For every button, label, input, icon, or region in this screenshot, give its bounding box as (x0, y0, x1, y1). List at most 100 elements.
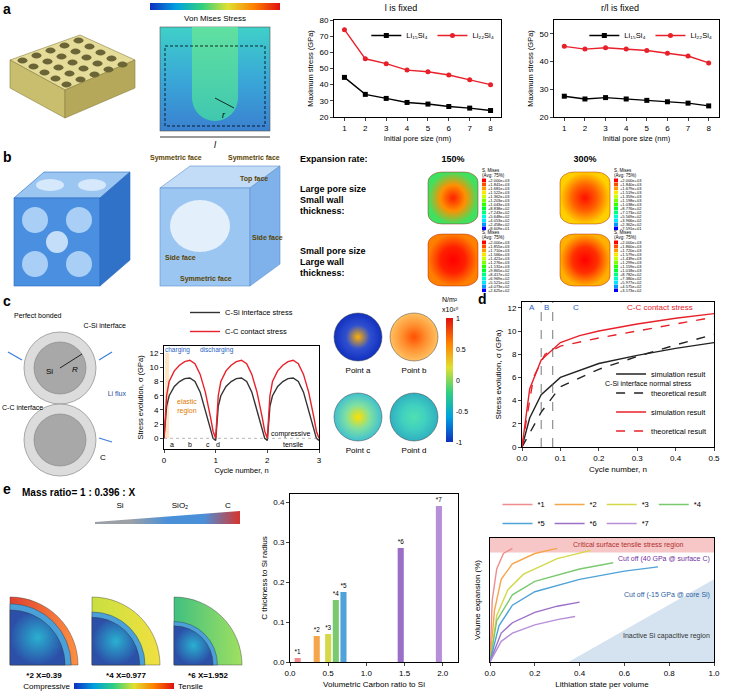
svg-text:10: 10 (507, 327, 516, 336)
svg-text:*2: *2 (590, 500, 597, 509)
svg-text:Symmetric face: Symmetric face (180, 275, 232, 283)
svg-text:discharging: discharging (200, 346, 234, 354)
svg-text:40: 40 (539, 57, 548, 66)
svg-text:c: c (206, 441, 210, 448)
svg-text:Si: Si (46, 367, 53, 376)
svg-text:30: 30 (539, 85, 548, 94)
svg-text:C-C interface: C-C interface (2, 404, 43, 411)
svg-text:*3: *3 (642, 500, 649, 509)
svg-text:theoretical result: theoretical result (651, 427, 707, 436)
svg-text:*4: *4 (333, 590, 339, 597)
svg-text:6: 6 (154, 392, 159, 401)
svg-text:C-C contact stress: C-C contact stress (225, 327, 287, 336)
svg-text:a: a (170, 441, 174, 448)
svg-text:r/l is fixed: r/l is fixed (601, 3, 639, 13)
svg-text:*2 X=0.39: *2 X=0.39 (26, 671, 62, 680)
svg-text:C: C (573, 303, 579, 312)
svg-text:C-Si interface stress: C-Si interface stress (225, 308, 293, 317)
svg-text:*2: *2 (314, 626, 320, 633)
svg-text:6: 6 (512, 373, 517, 382)
svg-text:3: 3 (317, 456, 322, 465)
svg-text:0.3: 0.3 (632, 454, 644, 463)
svg-text:tensile: tensile (283, 441, 303, 448)
svg-text:-1: -1 (456, 439, 462, 446)
svg-text:2: 2 (512, 420, 517, 429)
svg-text:40: 40 (319, 80, 328, 89)
svg-text:thickness:: thickness: (300, 206, 345, 216)
svg-text:Stress evolution, σ (GPa): Stress evolution, σ (GPa) (136, 355, 145, 440)
svg-text:*1: *1 (295, 648, 301, 655)
svg-text:Small wall: Small wall (300, 195, 344, 205)
svg-text:Point a: Point a (346, 366, 371, 375)
svg-text:50: 50 (539, 30, 548, 39)
svg-text:+2.625e+02: +2.625e+02 (488, 288, 510, 293)
svg-text:3: 3 (603, 124, 608, 133)
svg-text:Side face: Side face (165, 254, 196, 261)
svg-text:Small pore size: Small pore size (300, 246, 366, 256)
svg-text:*5: *5 (538, 519, 545, 528)
svg-text:c: c (3, 293, 11, 309)
svg-text:Point c: Point c (346, 446, 370, 455)
svg-text:N/m²: N/m² (442, 296, 458, 303)
svg-text:0.4: 0.4 (670, 454, 682, 463)
svg-text:4: 4 (405, 124, 410, 133)
svg-text:thickness:: thickness: (300, 268, 345, 278)
svg-text:Cycle number, n: Cycle number, n (589, 465, 647, 474)
svg-text:C: C (225, 501, 231, 510)
svg-text:2: 2 (583, 124, 588, 133)
svg-text:0: 0 (162, 456, 167, 465)
svg-text:Stress evolution, σ (GPa): Stress evolution, σ (GPa) (494, 329, 503, 419)
svg-text:4: 4 (154, 406, 159, 415)
svg-text:Large pore size: Large pore size (300, 184, 366, 194)
svg-text:Initial pore size (nm): Initial pore size (nm) (603, 134, 671, 143)
svg-text:Tensile: Tensile (178, 682, 203, 691)
svg-text:0.1: 0.1 (555, 454, 567, 463)
svg-text:1: 1 (562, 124, 567, 133)
svg-text:6: 6 (665, 124, 670, 133)
svg-text:7: 7 (686, 124, 691, 133)
svg-text:Si: Si (116, 501, 123, 510)
svg-text:0.2: 0.2 (529, 669, 541, 678)
svg-text:0: 0 (512, 443, 517, 452)
svg-text:20: 20 (539, 113, 548, 122)
svg-text:R: R (72, 365, 78, 374)
svg-text:0.0: 0.0 (516, 454, 528, 463)
svg-text:C: C (100, 453, 106, 462)
svg-text:Top face: Top face (240, 175, 268, 183)
svg-text:b: b (188, 441, 192, 448)
svg-text:C-C contact stress: C-C contact stress (627, 303, 693, 312)
svg-text:0.5: 0.5 (456, 346, 466, 353)
svg-text:C thickness to Si radius: C thickness to Si radius (260, 536, 269, 620)
svg-text:Cycle number, n: Cycle number, n (214, 466, 268, 475)
svg-text:60: 60 (319, 48, 328, 57)
svg-text:Li₂₂Si₄: Li₂₂Si₄ (472, 31, 493, 40)
svg-text:1.5: 1.5 (399, 669, 411, 678)
svg-text:C-Si interface: C-Si interface (84, 322, 127, 329)
svg-text:*4: *4 (694, 500, 701, 509)
svg-text:+3.173e+02: +3.173e+02 (620, 288, 642, 293)
svg-text:Initial pore size (nm): Initial pore size (nm) (384, 134, 452, 143)
svg-text:1.0: 1.0 (708, 669, 720, 678)
svg-text:Maximum stress (GPa): Maximum stress (GPa) (526, 30, 535, 107)
svg-text:elasticregion: elasticregion (177, 398, 197, 415)
svg-text:compressive: compressive (271, 430, 310, 438)
svg-text:Cut off (40 GPa @ surface C): Cut off (40 GPa @ surface C) (618, 555, 710, 563)
svg-text:simulation result: simulation result (651, 370, 706, 379)
svg-text:1: 1 (456, 315, 460, 322)
svg-text:Li₁₅Si₄: Li₁₅Si₄ (624, 31, 645, 40)
svg-text:0.6: 0.6 (619, 669, 631, 678)
svg-text:2: 2 (363, 124, 368, 133)
svg-text:0.5: 0.5 (708, 454, 720, 463)
svg-text:30: 30 (319, 97, 328, 106)
svg-text:-0.5: -0.5 (456, 408, 468, 415)
svg-text:Symmetric face: Symmetric face (150, 154, 202, 162)
svg-text:0.2: 0.2 (273, 578, 285, 587)
svg-text:Cut off (-15 GPa @ core Si): Cut off (-15 GPa @ core Si) (624, 591, 710, 599)
svg-text:5: 5 (645, 124, 650, 133)
svg-text:x10¹⁰: x10¹⁰ (442, 306, 459, 313)
svg-text:2: 2 (265, 456, 270, 465)
svg-text:8: 8 (488, 124, 493, 133)
svg-text:0.2: 0.2 (593, 454, 605, 463)
svg-text:*7: *7 (642, 519, 649, 528)
svg-text:Large wall: Large wall (300, 257, 344, 267)
